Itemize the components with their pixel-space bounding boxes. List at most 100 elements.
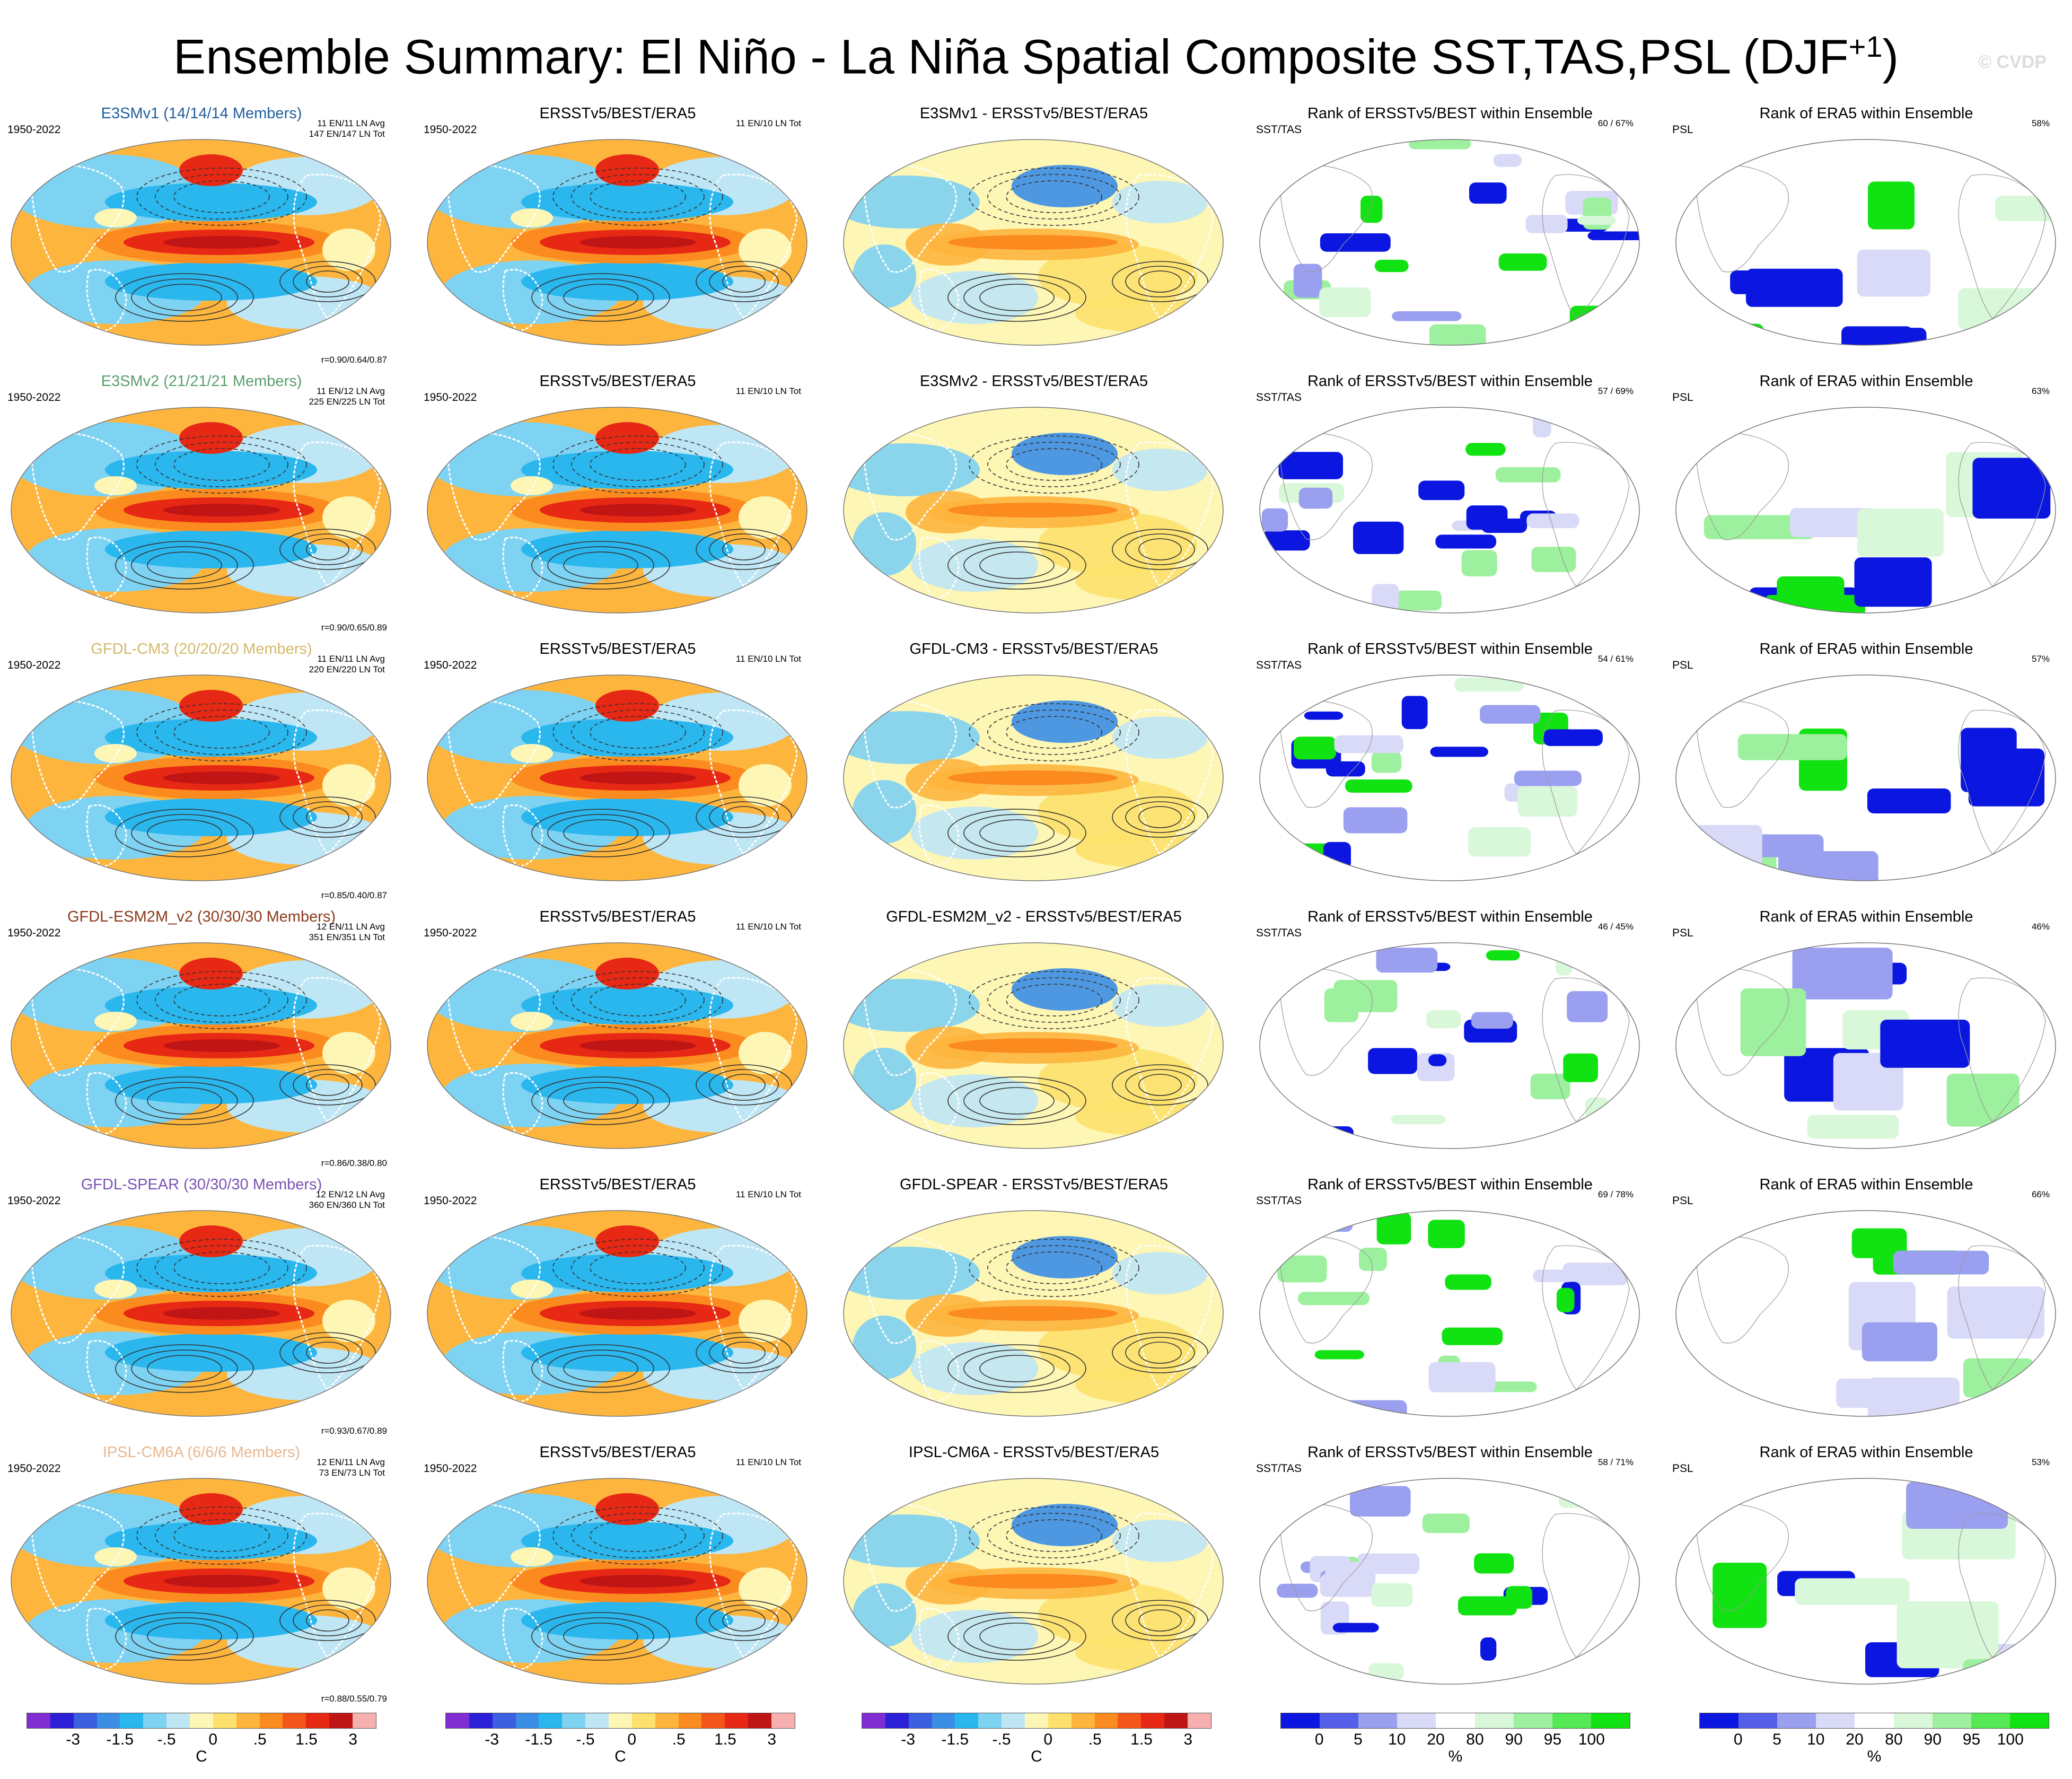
map-panel: GFDL-ESM2M_v2 - ERSSTv5/BEST/ERA5 [832,907,1235,1172]
colorbar-swatch [1591,1713,1630,1728]
map-panel: Rank of ERSSTv5/BEST within Ensemble SST/… [1249,907,1652,1172]
panel-title: Rank of ERSSTv5/BEST within Ensemble [1307,373,1593,390]
panel-title: Rank of ERA5 within Ensemble [1759,1444,1973,1461]
obs-total-count: 11 EN/10 LN Tot [735,1189,801,1199]
anomaly-map [427,407,807,614]
colorbar-tick-label: .5 [672,1731,686,1748]
composite-counts: 12 EN/12 LN Avg 360 EN/360 LN Tot [309,1189,385,1211]
colorbar-swatch [306,1713,330,1728]
colorbar-unit: C [196,1748,207,1765]
field-tag: PSL [1672,124,1693,136]
map-panel: ERSSTv5/BEST/ERA5 1950-2022 11 EN/10 LN To… [416,371,819,636]
panel-title: ERSSTv5/BEST/ERA5 [539,641,696,658]
temperature-colorbar: -3 -1.5 -.5 0 .5 1.5 3 C [27,1713,376,1771]
colorbar-swatch [862,1713,885,1728]
colorbar-tick-label: 95 [1962,1731,1981,1748]
colorbar-swatch [446,1713,469,1728]
colorbar-ticks: 0 5 10 20 80 90 95 100 [1699,1729,2049,1748]
colorbar-tick-label: 95 [1543,1731,1562,1748]
colorbar-swatch [1474,1713,1514,1728]
panel-title: GFDL-ESM2M_v2 (30/30/30 Members) [67,908,336,925]
obs-total-count: 11 EN/10 LN Tot [735,1457,801,1467]
psl-rank-map [1675,407,2056,614]
total-count: 73 EN/73 LN Tot [319,1468,385,1478]
map-panel: GFDL-CM3 (20/20/20 Members) 1950-2022 11 E… [0,639,403,904]
colorbar-swatch [492,1713,516,1728]
rank-percent: 66% [2032,1189,2050,1200]
colorbar-tick-label: 0 [627,1731,637,1748]
page-title: Ensemble Summary: El Niño - La Niña Spat… [173,30,1899,84]
colorbar-swatch [166,1713,190,1728]
colorbar-swatch [1071,1713,1095,1728]
colorbar-swatch [678,1713,702,1728]
panel-title: E3SMv2 - ERSSTv5/BEST/ERA5 [919,373,1148,390]
map-panel: ERSSTv5/BEST/ERA5 1950-2022 11 EN/10 LN To… [416,1175,819,1440]
colorbar-tick-label: 3 [1183,1731,1193,1748]
colorbar-swatch [1513,1713,1552,1728]
field-tag: SST/TAS [1256,927,1302,939]
anomaly-map [427,139,807,346]
colorbar-swatch [27,1713,50,1728]
composite-counts: 12 EN/11 LN Avg 73 EN/73 LN Tot [317,1457,385,1478]
map-panel: Rank of ERA5 within Ensemble PSL 58% [1665,103,2068,369]
psl-rank-map [1675,139,2056,346]
obs-counts: 11 EN/10 LN Tot [736,1457,801,1468]
map-panel: Rank of ERA5 within Ensemble PSL 53% [1665,1442,2068,1707]
colorbar-swatch [1739,1713,1778,1728]
obs-counts: 11 EN/10 LN Tot [736,1189,801,1200]
panel-title: Rank of ERA5 within Ensemble [1759,373,1973,390]
period-label: 1950-2022 [7,927,61,939]
colorbar-swatch [701,1713,725,1728]
colorbar-tick-label: 10 [1388,1731,1406,1748]
map-panel: Rank of ERA5 within Ensemble PSL 46% [1665,907,2068,1172]
field-tag: PSL [1672,927,1693,939]
colorbar-swatch [1094,1713,1118,1728]
colorbar-swatch [1436,1713,1475,1728]
map-panel: ERSSTv5/BEST/ERA5 1950-2022 11 EN/10 LN To… [416,1442,819,1707]
total-count: 360 EN/360 LN Tot [309,1200,385,1210]
panel-title: ERSSTv5/BEST/ERA5 [539,1176,696,1193]
colorbar-tick-label: -3 [66,1731,81,1748]
colorbar-tick-label: 0 [1043,1731,1053,1748]
field-tag: PSL [1672,659,1693,671]
rank-percent: 57 / 69% [1598,386,1634,397]
colorbar-tick-label: 5 [1354,1731,1363,1748]
panel-title: Rank of ERA5 within Ensemble [1759,105,1973,122]
sst-rank-map [1259,674,1640,881]
colorbar-swatch [1855,1713,1894,1728]
avg-count: 11 EN/11 LN Avg [317,654,385,664]
colorbar-ticks: -3 -1.5 -.5 0 .5 1.5 3 [445,1729,795,1748]
colorbar-swatch [1141,1713,1165,1728]
psl-rank-map [1675,674,2056,881]
panel-title: GFDL-ESM2M_v2 - ERSSTv5/BEST/ERA5 [886,908,1182,925]
map-panel: GFDL-SPEAR (30/30/30 Members) 1950-2022 12… [0,1175,403,1440]
rank-percent-value: 54 / 61% [1597,654,1634,664]
obs-counts: 11 EN/10 LN Tot [736,386,801,397]
panel-title: Rank of ERA5 within Ensemble [1759,641,1973,658]
pattern-correlation: r=0.85/0.40/0.87 [321,890,387,900]
colorbar-swatch [1358,1713,1398,1728]
colorbar-tick-label: -1.5 [525,1731,553,1748]
colorbar-ticks: 0 5 10 20 80 90 95 100 [1280,1729,1630,1748]
colorbar-tick-label: 100 [1997,1731,2024,1748]
panel-title: Rank of ERSSTv5/BEST within Ensemble [1307,908,1593,925]
colorbar-swatch [725,1713,749,1728]
panel-title: Rank of ERSSTv5/BEST within Ensemble [1307,641,1593,658]
anomaly-map [843,1478,1224,1685]
period-label: 1950-2022 [7,391,61,404]
colorbar-tick-label: .5 [1088,1731,1102,1748]
colorbar-swatch [1971,1713,2010,1728]
map-panel: Rank of ERSSTv5/BEST within Ensemble SST/… [1249,1175,1652,1440]
colorbar-swatch [1552,1713,1591,1728]
colorbar-swatch [1893,1713,1933,1728]
colorbar-swatch [283,1713,306,1728]
psl-rank-map [1675,1478,2056,1685]
anomaly-map [843,674,1224,881]
period-label: 1950-2022 [7,1195,61,1207]
colorbar-swatch [978,1713,1002,1728]
map-panel: Rank of ERA5 within Ensemble PSL 66% [1665,1175,2068,1440]
panel-title: Rank of ERSSTv5/BEST within Ensemble [1307,1176,1593,1193]
period-label: 1950-2022 [424,927,477,939]
rank-percent: 54 / 61% [1598,654,1634,664]
percent-colorbar: 0 5 10 20 80 90 95 100% [1280,1713,1630,1771]
